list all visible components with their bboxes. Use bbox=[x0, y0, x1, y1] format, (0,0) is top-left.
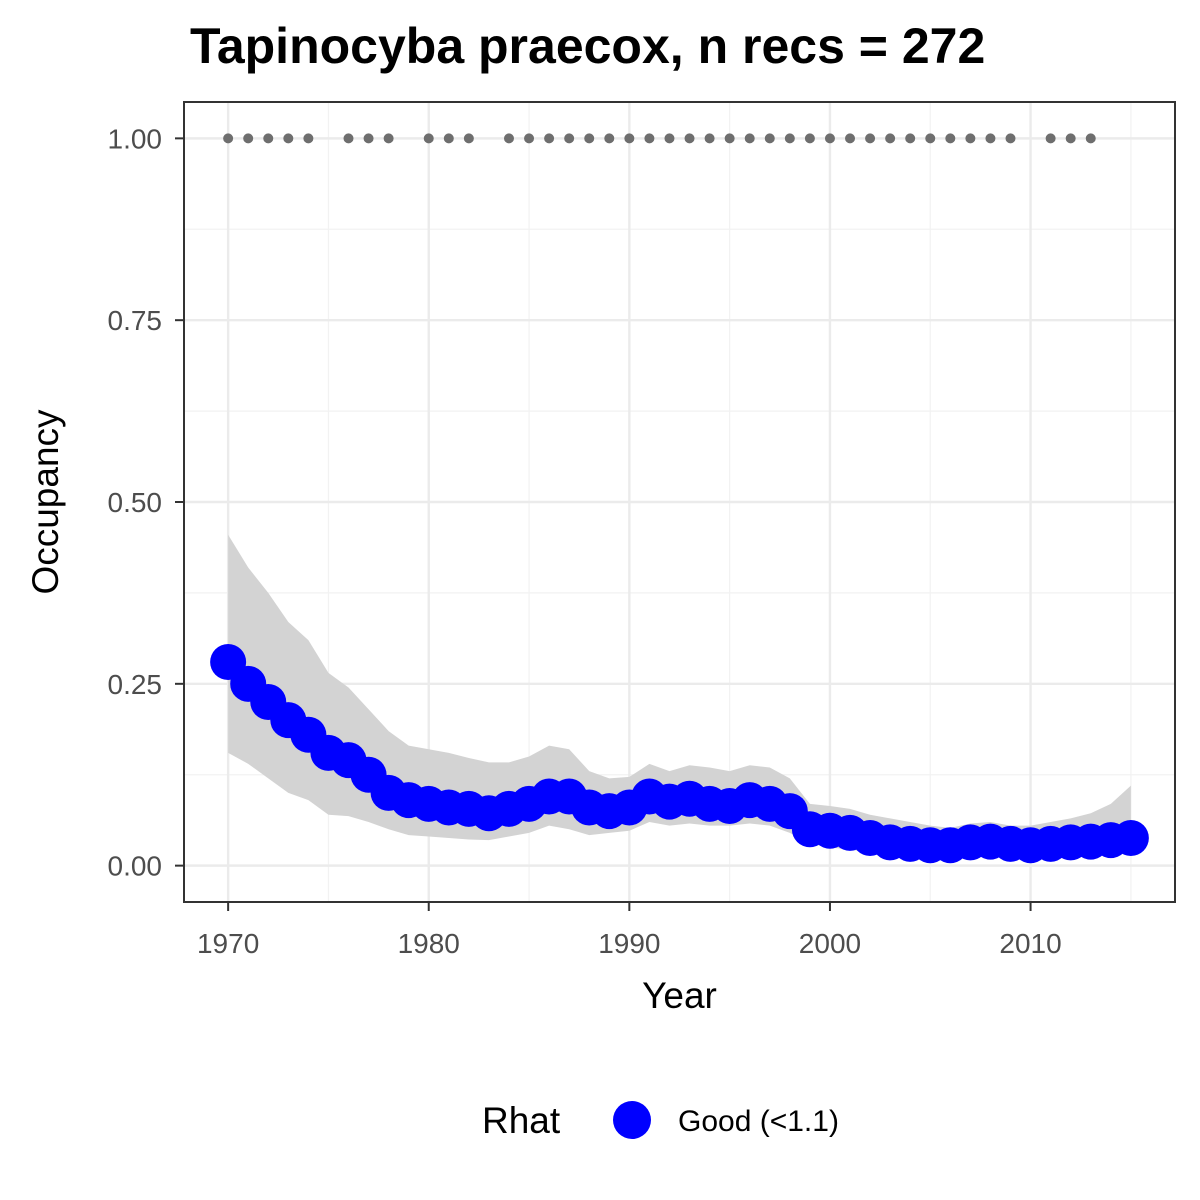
record-point bbox=[784, 133, 795, 144]
chart-title: Tapinocyba praecox, n recs = 272 bbox=[190, 18, 985, 74]
y-axis-title: Occupancy bbox=[25, 409, 66, 595]
y-tick-label: 0.75 bbox=[108, 305, 163, 336]
record-point bbox=[1085, 133, 1096, 144]
record-point bbox=[343, 133, 354, 144]
record-point bbox=[363, 133, 374, 144]
record-point bbox=[925, 133, 936, 144]
record-point bbox=[524, 133, 535, 144]
record-point bbox=[283, 133, 294, 144]
record-point bbox=[704, 133, 715, 144]
record-point bbox=[1045, 133, 1056, 144]
x-tick-label: 1970 bbox=[197, 928, 259, 959]
record-point bbox=[564, 133, 575, 144]
record-point bbox=[1005, 133, 1016, 144]
record-point bbox=[804, 133, 815, 144]
record-point bbox=[824, 133, 835, 144]
occupancy-point bbox=[1112, 820, 1149, 856]
x-tick-label: 2000 bbox=[799, 928, 861, 959]
y-tick-label: 0.50 bbox=[108, 487, 163, 518]
legend: Rhat Good (<1.1) bbox=[482, 1100, 839, 1141]
record-point bbox=[463, 133, 474, 144]
record-point bbox=[1065, 133, 1076, 144]
legend-label-good: Good (<1.1) bbox=[678, 1105, 839, 1138]
x-axis-title: Year bbox=[642, 975, 717, 1016]
record-point bbox=[383, 133, 394, 144]
record-point bbox=[544, 133, 555, 144]
record-point bbox=[624, 133, 635, 144]
record-point bbox=[684, 133, 695, 144]
record-point bbox=[243, 133, 254, 144]
legend-title: Rhat bbox=[482, 1100, 561, 1141]
record-point bbox=[604, 133, 615, 144]
x-tick-label: 1990 bbox=[598, 928, 660, 959]
x-tick-label: 1980 bbox=[398, 928, 460, 959]
y-tick-label: 0.00 bbox=[108, 851, 163, 882]
record-point bbox=[885, 133, 896, 144]
records-layer bbox=[223, 133, 1096, 144]
record-point bbox=[503, 133, 514, 144]
credible-interval-layer bbox=[228, 534, 1131, 857]
record-point bbox=[905, 133, 916, 144]
record-point bbox=[644, 133, 655, 144]
y-axis: 0.00 0.25 0.50 0.75 1.00 bbox=[108, 123, 184, 882]
record-point bbox=[724, 133, 735, 144]
y-tick-label: 1.00 bbox=[108, 123, 163, 154]
record-point bbox=[945, 133, 956, 144]
record-point bbox=[985, 133, 996, 144]
record-point bbox=[423, 133, 434, 144]
legend-key-good bbox=[613, 1101, 651, 1139]
record-point bbox=[303, 133, 314, 144]
record-point bbox=[263, 133, 274, 144]
record-point bbox=[865, 133, 876, 144]
occupancy-points-layer bbox=[210, 644, 1149, 864]
record-point bbox=[223, 133, 234, 144]
record-point bbox=[965, 133, 976, 144]
record-point bbox=[764, 133, 775, 144]
record-point bbox=[584, 133, 595, 144]
x-axis: 1970 1980 1990 2000 2010 bbox=[197, 902, 1062, 959]
record-point bbox=[845, 133, 856, 144]
y-tick-label: 0.25 bbox=[108, 669, 163, 700]
record-point bbox=[664, 133, 675, 144]
x-tick-label: 2010 bbox=[999, 928, 1061, 959]
credible-interval-ribbon bbox=[228, 534, 1131, 857]
record-point bbox=[744, 133, 755, 144]
record-point bbox=[443, 133, 454, 144]
